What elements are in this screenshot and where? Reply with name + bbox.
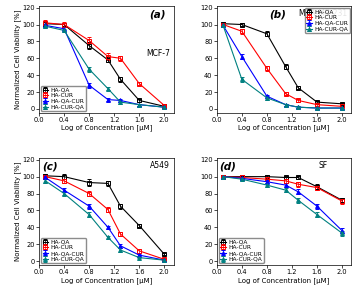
Text: MCF-7: MCF-7	[146, 49, 170, 58]
Legend: HA-QA, HA-CUR, HA-QA-CUR, HA-CUR-QA: HA-QA, HA-CUR, HA-QA-CUR, HA-CUR-QA	[41, 238, 86, 263]
X-axis label: Log of Concentration [μM]: Log of Concentration [μM]	[239, 277, 330, 283]
Text: (a): (a)	[149, 9, 166, 19]
Text: (c): (c)	[42, 161, 58, 171]
Text: A549: A549	[150, 161, 170, 170]
X-axis label: Log of Concentration [μM]: Log of Concentration [μM]	[61, 277, 152, 283]
Y-axis label: Normalized Cell Viability [%]: Normalized Cell Viability [%]	[14, 10, 21, 109]
Text: (b): (b)	[269, 9, 286, 19]
Text: (d): (d)	[219, 161, 236, 171]
Legend: HA-QA, HA-CUR, HA-QA-CUR, HA-CUR-QA: HA-QA, HA-CUR, HA-QA-CUR, HA-CUR-QA	[219, 238, 263, 263]
Text: MDA-MB-231: MDA-MB-231	[298, 9, 348, 18]
Legend: HA-QA, HA-CUR, HA-QA-CUR, HA-CUR-QA: HA-QA, HA-CUR, HA-QA-CUR, HA-CUR-QA	[41, 86, 86, 111]
Legend: HA-QA, HA-CUR, HA-QA-CUR, HA-CUR-QA: HA-QA, HA-CUR, HA-QA-CUR, HA-CUR-QA	[305, 8, 350, 33]
Y-axis label: Normalized Cell Viability [%]: Normalized Cell Viability [%]	[14, 162, 21, 261]
Text: SF: SF	[318, 161, 327, 170]
X-axis label: Log of Concentration [μM]: Log of Concentration [μM]	[61, 125, 152, 131]
X-axis label: Log of Concentration [μM]: Log of Concentration [μM]	[239, 125, 330, 131]
